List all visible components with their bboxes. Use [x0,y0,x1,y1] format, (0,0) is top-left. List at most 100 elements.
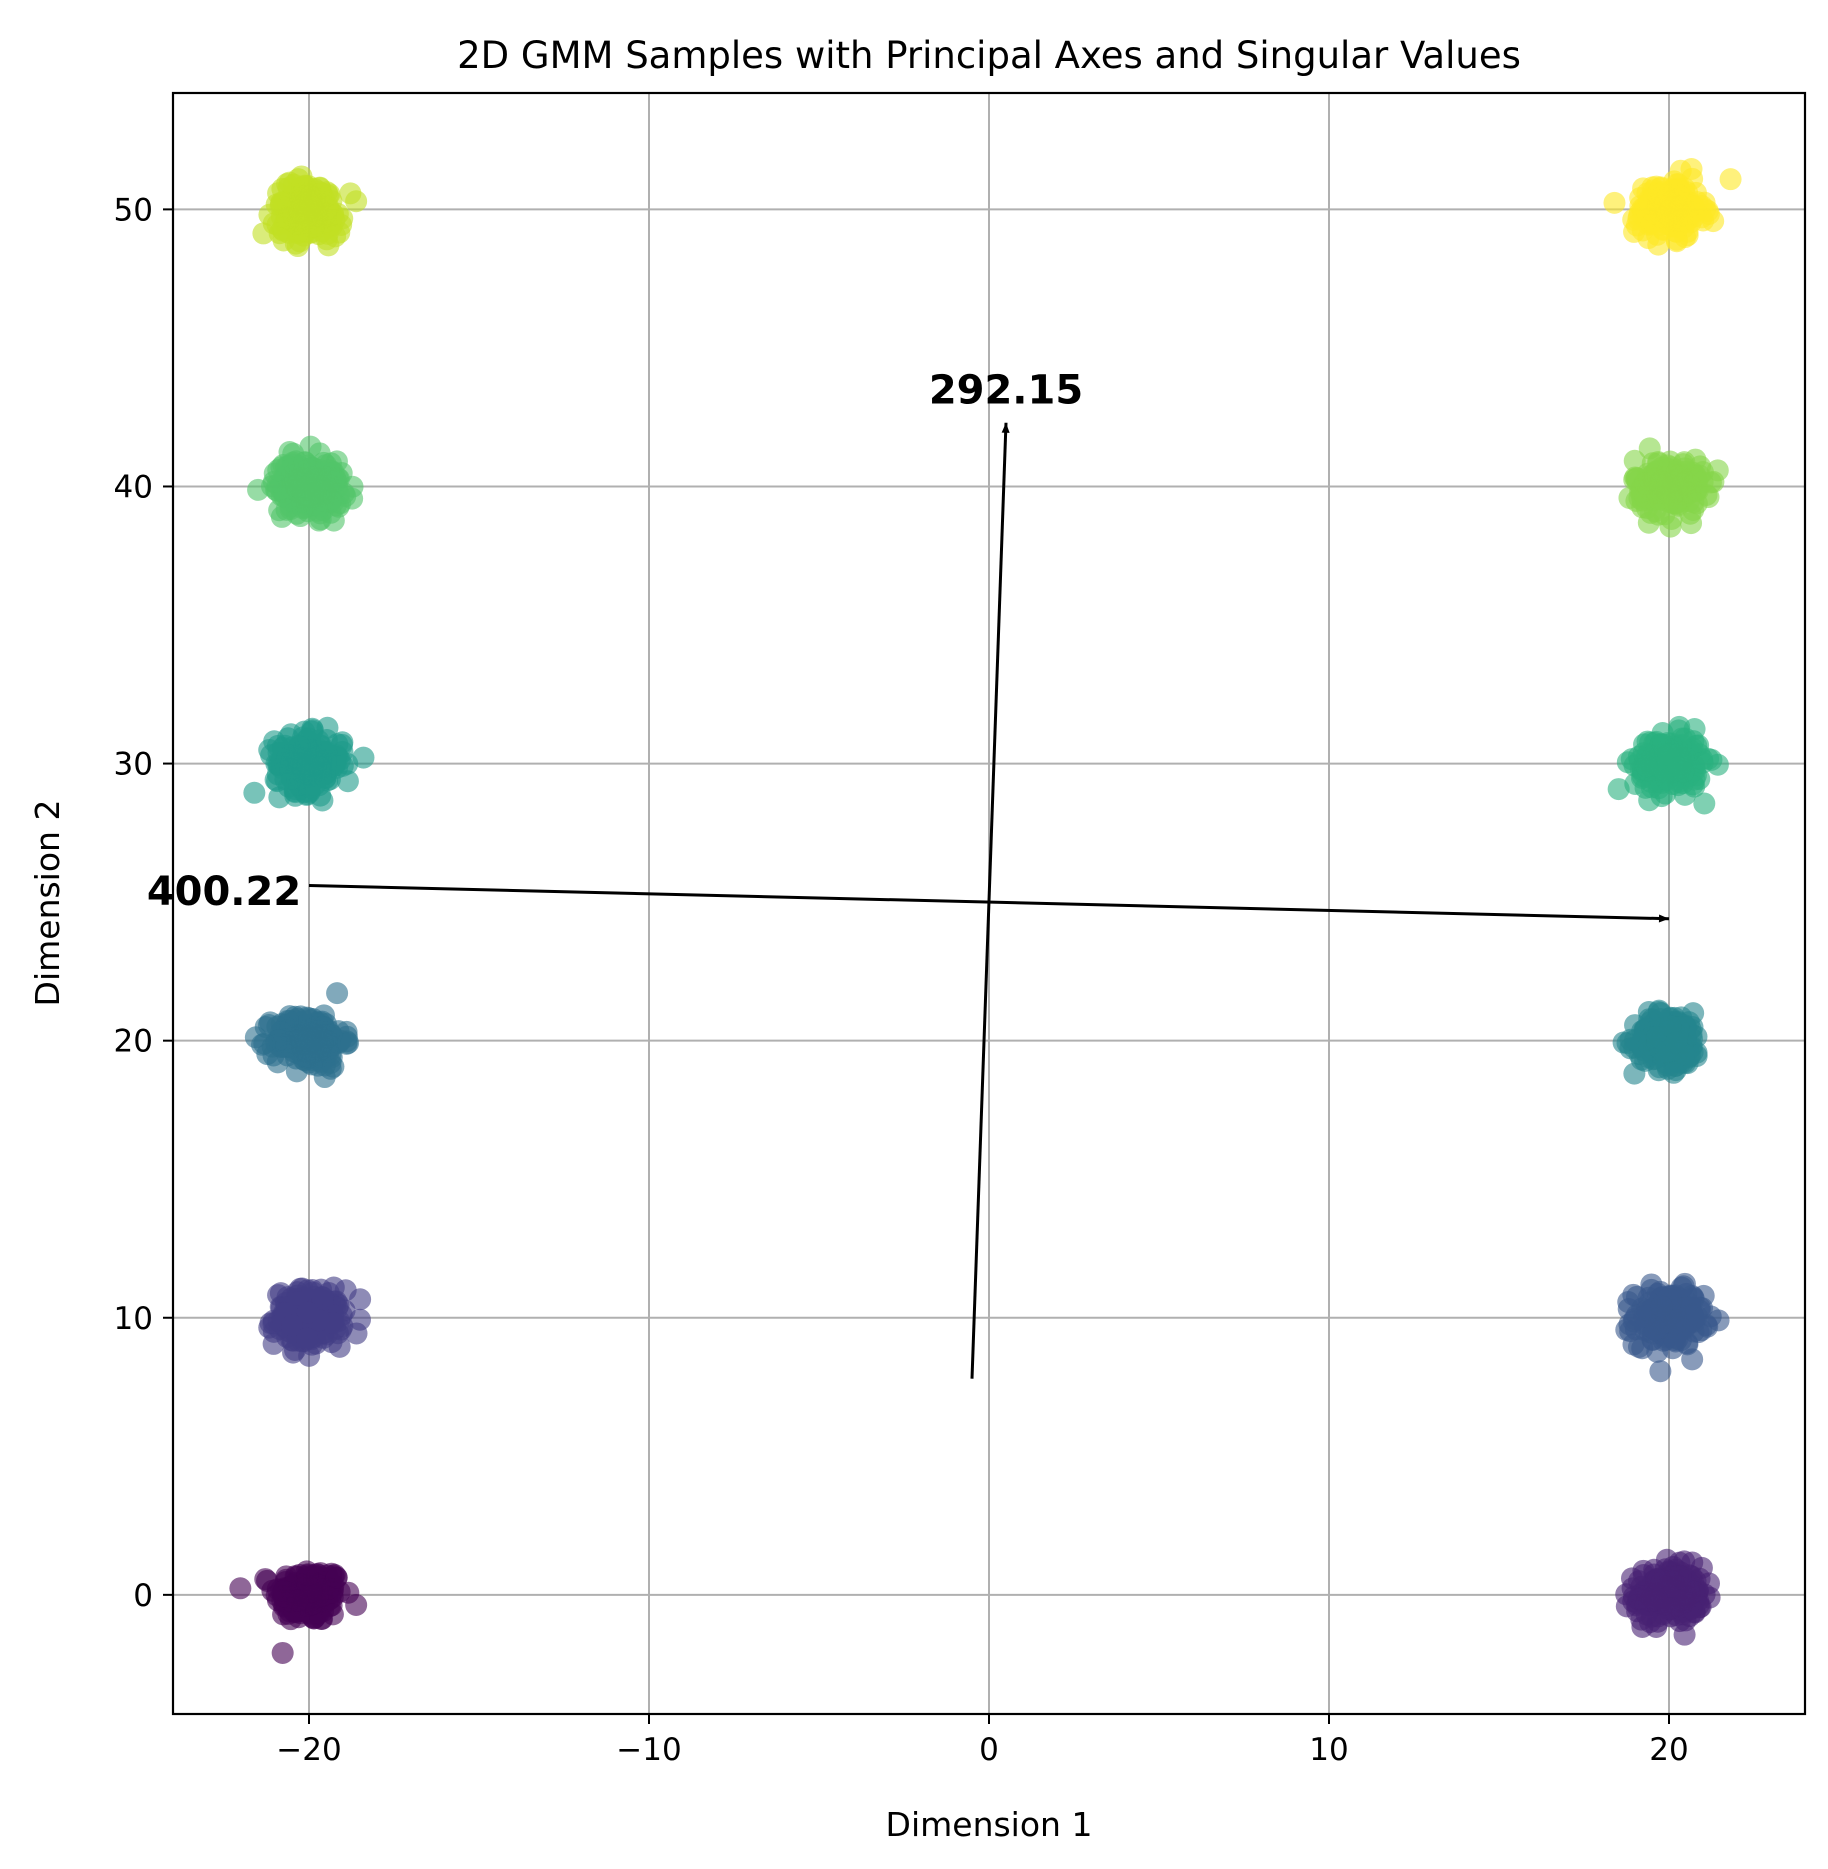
data-point [264,768,287,791]
data-point [1603,191,1626,214]
data-point [307,729,330,752]
y-tick-label: 40 [114,469,153,505]
arrow-head [1001,422,1010,433]
y-tick-label: 10 [114,1301,153,1337]
data-point [1623,449,1646,472]
data-point [1660,488,1683,511]
data-point [1623,1062,1646,1085]
data-point [262,1332,285,1355]
data-point [1669,1565,1692,1588]
data-point [1691,751,1714,774]
data-point [317,1040,340,1063]
grid-lines [173,93,1805,1714]
data-point [326,202,349,225]
data-point [1648,999,1671,1022]
data-point [1696,1315,1719,1338]
data-point [251,1033,274,1056]
y-tick-label: 30 [114,747,153,783]
singular-value-label: 400.22 [147,869,301,915]
data-point [1645,1568,1668,1591]
data-point [252,222,275,245]
data-point [326,982,349,1005]
data-point [1650,1295,1673,1318]
data-point [243,781,266,804]
data-point [1633,1305,1656,1328]
data-point [276,1009,299,1032]
data-point [277,727,300,750]
y-tick-label: 20 [114,1024,153,1060]
data-point [256,1569,279,1592]
data-point [304,481,327,504]
data-point [272,229,295,252]
x-tick-label: −20 [276,1732,341,1768]
data-point [1678,481,1701,504]
scatter-points [229,158,1742,1664]
data-point [1631,1337,1654,1360]
y-axis-label: Dimension 2 [28,800,67,1007]
data-point [296,1327,319,1350]
data-point [1617,1291,1640,1314]
data-point [1646,223,1669,246]
data-point [271,1641,294,1664]
data-point [286,1589,309,1612]
data-point [1693,792,1716,815]
data-point [1650,470,1673,493]
data-point [1649,1360,1672,1383]
data-point [1663,170,1686,193]
data-point [311,1286,334,1309]
data-point [1662,1061,1685,1084]
x-tick-label: −10 [616,1732,681,1768]
data-point [303,773,326,796]
data-point [348,1308,371,1331]
data-point [275,498,298,521]
y-tick-label: 0 [133,1578,153,1614]
data-point [281,1314,304,1337]
data-point [1635,755,1658,778]
x-tick-label: 0 [979,1732,999,1768]
data-point [276,747,299,770]
axis-ticks: −20 −10 0 10 20 0 10 20 30 40 50 [114,192,1689,1768]
data-point [1640,1273,1663,1296]
data-point [325,1566,348,1589]
data-point [1628,1587,1651,1610]
arrow-head [1658,914,1669,923]
x-tick-label: 20 [1649,1732,1688,1768]
data-point [1683,718,1706,741]
data-point [1665,1031,1688,1054]
data-point [321,1603,344,1626]
data-point [286,1029,309,1052]
data-point [306,499,329,522]
data-point [1659,515,1682,538]
data-point [345,190,368,213]
principal-axis-line [970,422,1008,1379]
data-point [349,1288,372,1311]
data-point [1672,760,1695,783]
singular-value-label: 292.15 [929,367,1083,413]
data-point [229,1577,252,1600]
data-point [1663,194,1686,217]
data-point [320,1023,343,1046]
data-point [337,1031,360,1054]
data-point [1634,472,1657,495]
data-point [299,435,322,458]
data-point [285,474,308,497]
data-point [1719,168,1742,191]
data-point [1655,1548,1678,1571]
data-point [257,1013,280,1036]
data-point [308,177,331,200]
data-point [267,459,290,482]
data-point [317,234,340,257]
y-tick-label: 50 [114,192,153,228]
data-point [1657,1597,1680,1620]
data-point [301,196,324,219]
chart-title: 2D GMM Samples with Principal Axes and S… [457,34,1521,77]
x-tick-label: 10 [1309,1732,1348,1768]
x-axis-label: Dimension 1 [886,1805,1093,1844]
data-point [1607,778,1630,801]
principal-axes: 400.22 292.15 [147,367,1670,1379]
data-point [276,206,299,229]
data-point [296,1564,319,1587]
data-point [308,459,331,482]
data-point [1673,1623,1696,1646]
